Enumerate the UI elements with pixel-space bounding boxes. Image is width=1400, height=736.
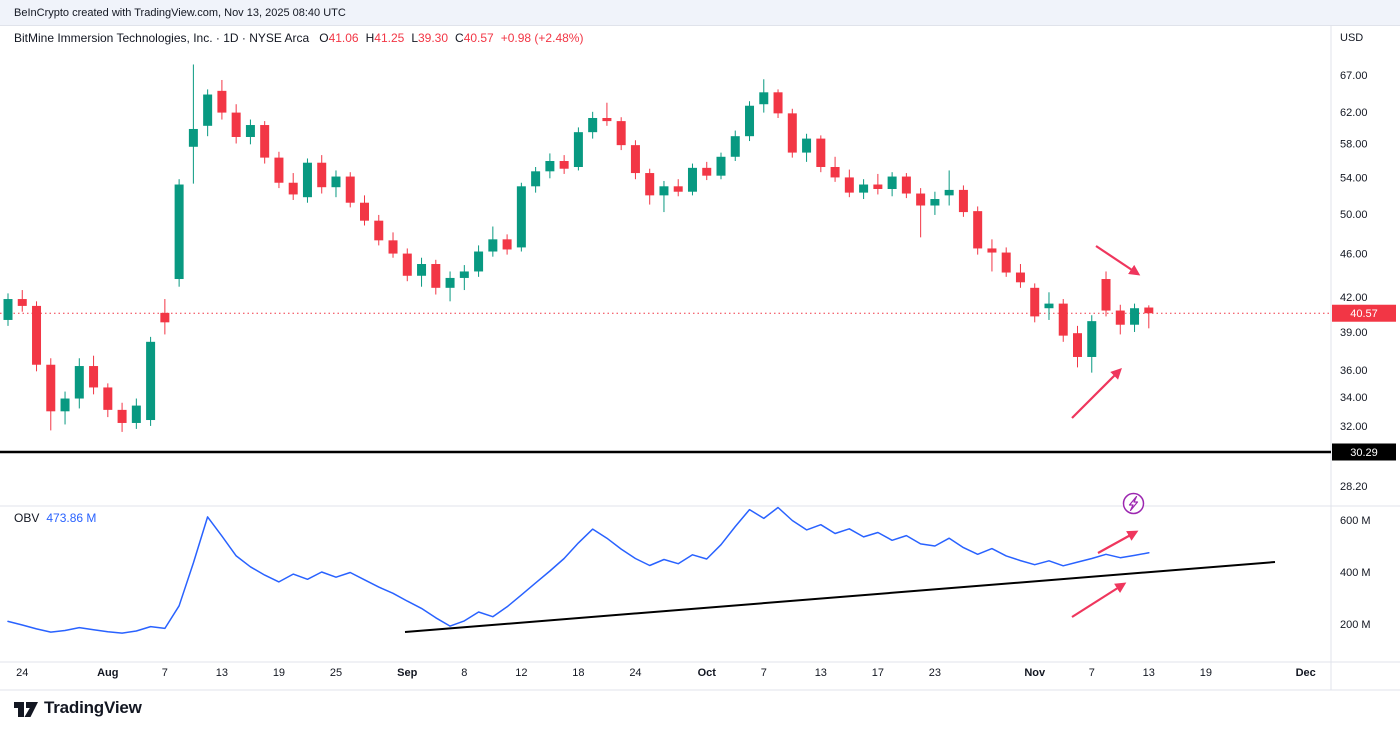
attribution-bar: BeInCrypto created with TradingView.com,… [0,0,1400,26]
svg-text:54.00: 54.00 [1340,172,1368,184]
svg-text:25: 25 [330,667,342,679]
ohlc-high: H41.25 [365,31,405,45]
svg-text:46.00: 46.00 [1340,249,1368,261]
obv-label[interactable]: OBV [14,511,40,525]
candlestick-series[interactable] [3,64,1154,432]
obv-line[interactable] [7,506,1150,634]
flash-icon[interactable] [1122,492,1145,515]
svg-text:Oct: Oct [698,667,717,679]
change-value: +0.98 (+2.48%) [500,31,584,45]
svg-text:Nov: Nov [1024,667,1046,679]
symbol-title[interactable]: BitMine Immersion Technologies, Inc. · 1… [14,31,310,45]
time-axis[interactable]: 24 Aug 7 13 19 25 Sep 8 12 18 24 Oct 7 13 17 23 Nov 7 13 19… [16,667,1316,679]
svg-text:600 M: 600 M [1340,515,1371,527]
svg-text:58.00: 58.00 [1340,138,1368,150]
attribution-text: BeInCrypto created with TradingView.com,… [14,6,346,19]
svg-text:7: 7 [162,667,168,679]
svg-text:Sep: Sep [397,667,417,679]
arrow-annotation-4[interactable] [1071,582,1127,618]
svg-text:200 M: 200 M [1340,619,1371,631]
ohlc-low: L39.30 [411,31,449,45]
svg-text:36.00: 36.00 [1340,365,1368,377]
obv-legend: OBV 473.86 M [14,511,96,525]
svg-text:13: 13 [216,667,228,679]
last-price-badge: 40.57 [1332,304,1396,322]
svg-text:50.00: 50.00 [1340,209,1368,221]
tradingview-logo-icon [14,702,38,717]
svg-text:34.00: 34.00 [1340,392,1368,404]
svg-text:24: 24 [16,667,28,679]
arrow-annotation-3[interactable] [1097,530,1139,554]
svg-text:62.00: 62.00 [1340,107,1368,119]
svg-text:7: 7 [1089,667,1095,679]
obv-trendline[interactable] [404,561,1276,633]
svg-text:32.00: 32.00 [1340,421,1368,433]
svg-text:24: 24 [629,667,641,679]
svg-text:Aug: Aug [97,667,118,679]
symbol-legend: BitMine Immersion Technologies, Inc. · 1… [14,31,583,45]
svg-text:13: 13 [1143,667,1155,679]
svg-text:Dec: Dec [1296,667,1316,679]
arrow-annotation-2[interactable] [1071,368,1122,419]
tradingview-wordmark: TradingView [44,698,142,717]
obv-value: 473.86 M [46,511,97,525]
svg-text:40.57: 40.57 [1350,308,1378,320]
svg-text:18: 18 [572,667,584,679]
svg-text:42.00: 42.00 [1340,292,1368,304]
svg-text:8: 8 [461,667,467,679]
svg-text:67.00: 67.00 [1340,70,1368,82]
svg-text:39.00: 39.00 [1340,327,1368,339]
svg-text:17: 17 [872,667,884,679]
svg-text:30.29: 30.29 [1350,447,1378,459]
svg-text:13: 13 [815,667,827,679]
currency-label[interactable]: USD [1340,32,1364,44]
support-price-badge: 30.29 [1332,443,1396,461]
svg-text:28.20: 28.20 [1340,481,1368,493]
svg-text:12: 12 [515,667,527,679]
price-axis[interactable]: 67.00 62.00 58.00 54.00 50.00 46.00 42.00 39.00… [1340,70,1371,631]
tradingview-attribution[interactable]: TradingView [14,696,142,720]
svg-text:400 M: 400 M [1340,567,1371,579]
svg-text:23: 23 [929,667,941,679]
pane-borders [0,26,1400,691]
svg-text:7: 7 [761,667,767,679]
arrow-annotation-1[interactable] [1095,245,1141,276]
ohlc-open: O41.06 [319,31,359,45]
svg-text:19: 19 [1200,667,1212,679]
svg-text:19: 19 [273,667,285,679]
ohlc-close: C40.57 [455,31,494,45]
